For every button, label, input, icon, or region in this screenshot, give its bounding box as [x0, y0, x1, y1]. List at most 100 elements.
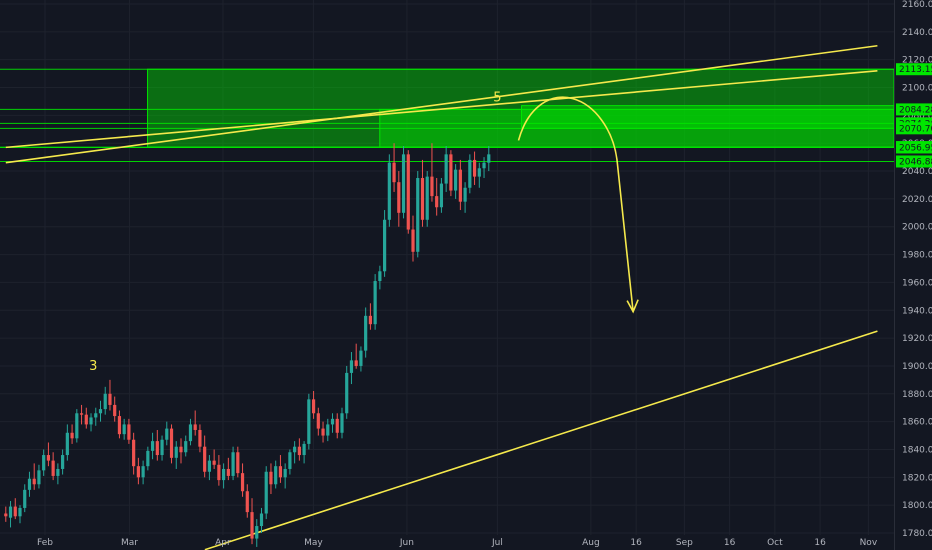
- candle-down: [449, 150, 453, 197]
- candle-down: [411, 215, 415, 262]
- candle-up: [487, 145, 491, 172]
- badge-box: [896, 63, 932, 76]
- candle-down: [240, 463, 245, 497]
- candle-body: [321, 428, 325, 436]
- candle-up: [146, 446, 150, 471]
- candle-down: [420, 159, 425, 227]
- candle-down: [435, 178, 439, 216]
- candle-body: [127, 424, 131, 440]
- price-tick-label: 1920.00: [902, 334, 932, 344]
- candle-up: [264, 466, 268, 520]
- price-tick-label: 2100.00: [902, 84, 932, 94]
- candle-body: [274, 466, 278, 485]
- price-tick-label: 1840.00: [902, 445, 932, 455]
- trendlines: [5, 44, 878, 550]
- badge-box: [896, 141, 932, 154]
- price-tick-label: 2120.00: [902, 56, 932, 66]
- candle-up: [231, 446, 235, 481]
- price-tick-label: 1960.00: [902, 278, 932, 288]
- candle-body: [70, 432, 74, 439]
- candle-body: [222, 468, 226, 481]
- candle-up: [259, 507, 264, 533]
- candle-up: [188, 418, 193, 446]
- candle-down: [136, 457, 140, 485]
- candle-body: [94, 413, 98, 418]
- candle-down: [392, 143, 396, 192]
- candle-body: [444, 154, 448, 184]
- candle-up: [61, 449, 65, 475]
- candle-body: [406, 154, 410, 230]
- candle-body: [278, 466, 283, 478]
- candle-body: [449, 154, 453, 191]
- candle-up: [94, 407, 98, 426]
- time-axis[interactable]: Feb Mar Apr May Jun Jul Aug 16 Sep 16 Oct 16 Nov: [37, 538, 878, 548]
- candle-body: [359, 350, 363, 366]
- candle-body: [340, 413, 344, 433]
- candle-down: [311, 391, 316, 419]
- projection-arrowhead: [626, 299, 639, 314]
- candle-down: [203, 435, 207, 478]
- grid: [0, 0, 894, 535]
- candle-body: [335, 418, 339, 433]
- candle-up: [98, 400, 103, 422]
- candle-body: [425, 176, 429, 220]
- candle-up: [174, 441, 178, 469]
- candle-down: [335, 413, 339, 439]
- candle-down: [79, 404, 84, 425]
- candle-down: [4, 506, 8, 522]
- candle-up: [89, 413, 93, 432]
- candle-down: [217, 455, 221, 486]
- time-tick-label: Oct: [767, 538, 783, 548]
- candle-body: [307, 399, 311, 444]
- candle-body: [477, 168, 481, 177]
- candle-down: [198, 424, 202, 453]
- price-level-badge: 2084.28: [896, 103, 932, 116]
- candle-down: [250, 498, 254, 545]
- candle-up: [330, 413, 335, 433]
- candle-body: [463, 187, 467, 202]
- price-level-badge: 2046.88: [896, 155, 932, 168]
- candle-up: [454, 164, 458, 199]
- candle-up: [75, 409, 79, 443]
- candle-body: [132, 439, 136, 467]
- candle-body: [89, 417, 93, 425]
- badge-box: [896, 155, 932, 168]
- candle-body: [288, 452, 292, 469]
- candle-up: [378, 265, 382, 290]
- candle-body: [245, 491, 249, 513]
- candle-up: [463, 182, 467, 213]
- candle-up: [23, 484, 27, 513]
- candle-body: [373, 281, 377, 325]
- candle-up: [222, 463, 226, 489]
- candle-up: [42, 449, 46, 476]
- price-tick-label: 1940.00: [902, 306, 932, 316]
- candle-body: [330, 418, 335, 425]
- trendline: [5, 44, 878, 164]
- candle-body: [416, 178, 420, 252]
- candle-down: [117, 410, 122, 439]
- candle-up: [416, 171, 420, 258]
- candle-up: [103, 386, 107, 415]
- candle-body: [264, 471, 268, 514]
- badge-box: [896, 122, 932, 135]
- badge-label: 2084.28: [899, 105, 932, 115]
- price-tick-label: 1780.00: [902, 529, 932, 539]
- candle-body: [293, 446, 297, 453]
- badge-label: 2113.15: [899, 65, 932, 75]
- candle-body: [383, 219, 387, 272]
- candle-body: [51, 460, 55, 476]
- candle-body: [439, 183, 444, 208]
- price-tick-label: 2080.00: [902, 111, 932, 121]
- candle-down: [297, 438, 301, 461]
- candle-down: [321, 421, 325, 443]
- price-level-badge: 2056.95: [896, 141, 932, 154]
- candle-body: [23, 489, 27, 508]
- candle-down: [127, 418, 131, 444]
- price-tick-label: 1860.00: [902, 418, 932, 428]
- candle-body: [207, 460, 212, 472]
- candle-body: [326, 424, 330, 436]
- candle-up: [150, 432, 155, 460]
- time-tick-label: Feb: [37, 538, 53, 548]
- candle-body: [46, 455, 51, 461]
